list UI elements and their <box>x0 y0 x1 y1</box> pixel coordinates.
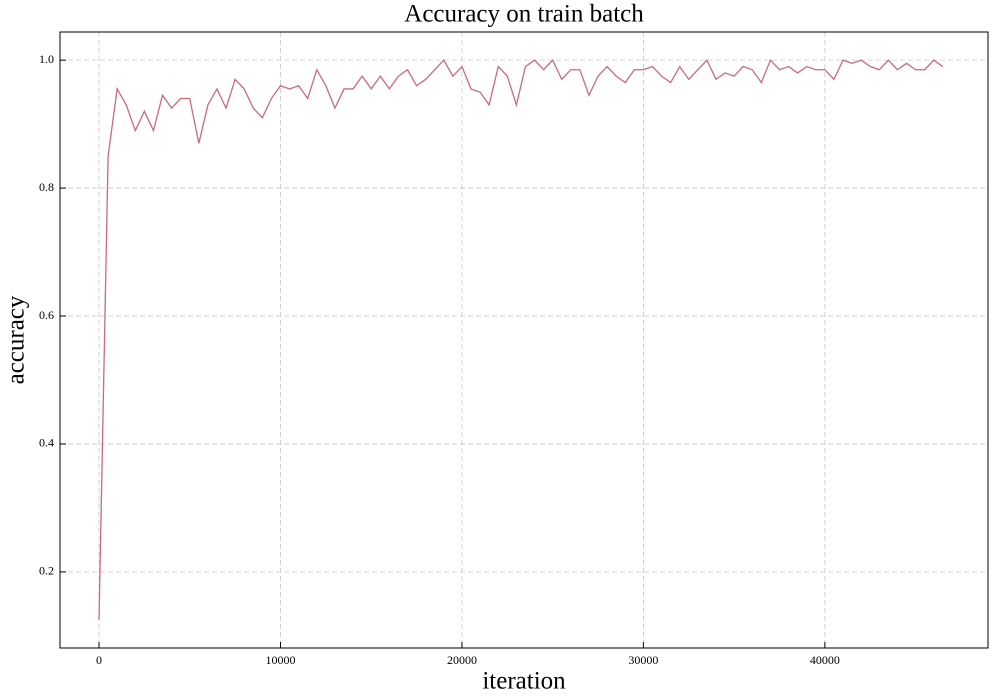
y-tick-label: 0.2 <box>39 564 54 578</box>
x-tick-label: 30000 <box>628 653 658 667</box>
y-tick-label: 0.6 <box>39 308 54 322</box>
x-tick-label: 10000 <box>265 653 295 667</box>
y-tick-label: 1.0 <box>39 52 54 66</box>
y-tick-label: 0.4 <box>39 436 54 450</box>
x-tick-label: 20000 <box>447 653 477 667</box>
y-axis-label: accuracy <box>3 295 30 384</box>
y-tick-label: 0.8 <box>39 180 54 194</box>
x-axis-label: iteration <box>482 668 566 695</box>
line <box>98 58 944 620</box>
x-tick-label: 40000 <box>810 653 840 667</box>
x-tick-label: 0 <box>96 653 102 667</box>
chart-title: Accuracy on train batch <box>404 1 644 28</box>
plot-frame <box>59 31 989 649</box>
